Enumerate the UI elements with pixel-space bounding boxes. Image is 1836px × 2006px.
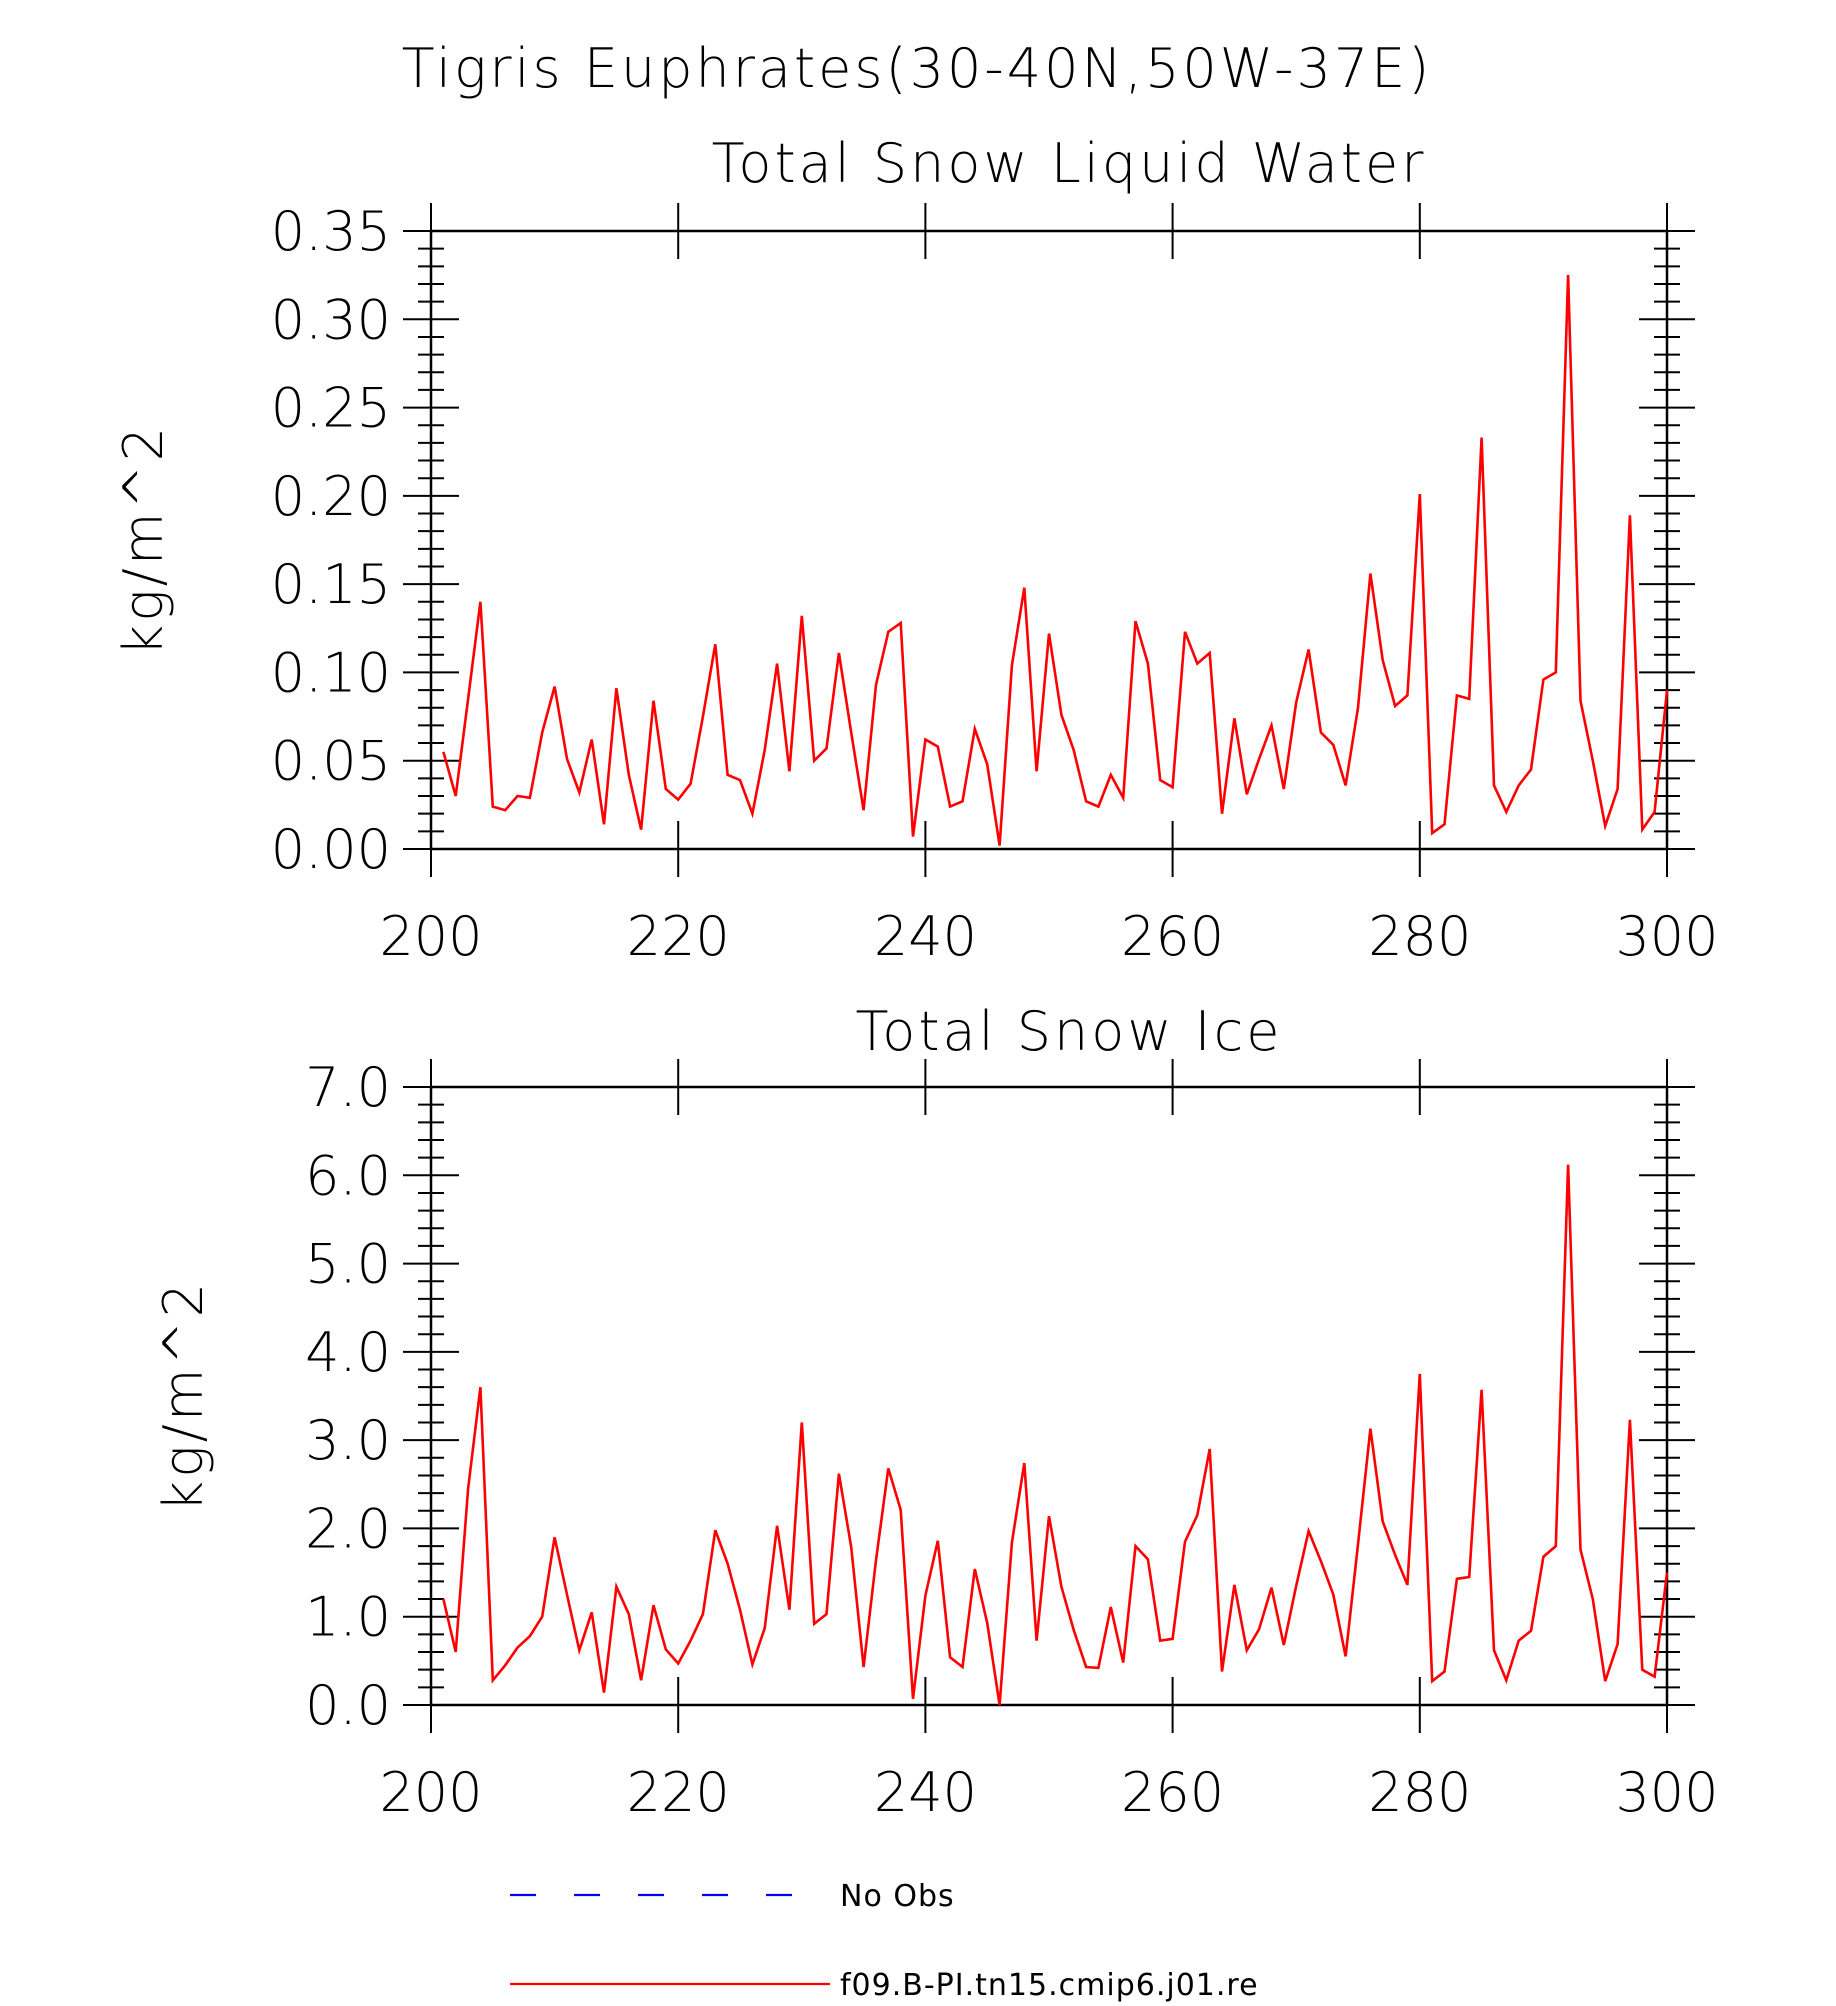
x-tick-label: 260: [1121, 1761, 1224, 1824]
x-tick-label: 220: [627, 905, 730, 968]
y-tick-label: 0.20: [271, 465, 391, 528]
x-tick-label: 300: [1615, 1761, 1718, 1824]
y-tick-label: 0.25: [271, 377, 391, 440]
x-tick-label: 240: [874, 1761, 977, 1824]
x-tick-label: 280: [1368, 905, 1471, 968]
x-tick-label: 220: [627, 1761, 730, 1824]
y-tick-label: 0.05: [271, 730, 391, 793]
x-tick-label: 200: [379, 1761, 482, 1824]
series-line-model: [442, 1164, 1669, 1706]
y-tick-label: 5.0: [305, 1233, 391, 1296]
y-tick-label: 0.10: [271, 641, 391, 704]
legend-label-model: f09.B-PI.tn15.cmip6.j01.re: [840, 1968, 1259, 2003]
y-tick-label: 0.30: [271, 288, 391, 351]
y-axis-label: kg/m^2: [112, 424, 175, 656]
legend: No Obs f09.B-PI.tn15.cmip6.j01.re: [510, 1879, 1259, 2003]
y-tick-label: 7.0: [305, 1056, 391, 1119]
plot-frame: [429, 229, 1669, 851]
x-tick-label: 300: [1615, 905, 1718, 968]
panel-title: Total Snow Liquid Water: [712, 132, 1427, 195]
y-tick-label: 0.35: [271, 200, 391, 263]
y-tick-label: 0.00: [271, 818, 391, 881]
series-line-model: [442, 275, 1669, 846]
main-title: Tigris Euphrates(30-40N,50W-37E): [402, 37, 1433, 100]
panel-title: Total Snow Ice: [856, 1000, 1283, 1063]
y-tick-label: 0.0: [305, 1674, 391, 1737]
y-tick-label: 2.0: [305, 1497, 391, 1560]
panel-snow-ice: Total Snow Ice kg/m^2 0.0 1.0 2.0 3.0 4.0 5.0 6.…: [152, 1000, 1719, 1824]
y-tick-label: 1.0: [305, 1586, 391, 1649]
x-tick-label: 280: [1368, 1761, 1471, 1824]
panel-snow-liquid-water: Total Snow Liquid Water kg/m^2 0.00 0.05 0.1…: [112, 132, 1719, 968]
x-tick-label: 200: [379, 905, 482, 968]
y-tick-label: 0.15: [271, 553, 391, 616]
x-tick-label: 240: [874, 905, 977, 968]
x-tick-label: 260: [1121, 905, 1224, 968]
plot-frame: [429, 1085, 1669, 1707]
y-tick-label: 6.0: [305, 1144, 391, 1207]
legend-label-no-obs: No Obs: [840, 1879, 955, 1914]
y-tick-label: 3.0: [305, 1409, 391, 1472]
y-axis-label: kg/m^2: [152, 1280, 215, 1512]
y-tick-label: 4.0: [305, 1321, 391, 1384]
